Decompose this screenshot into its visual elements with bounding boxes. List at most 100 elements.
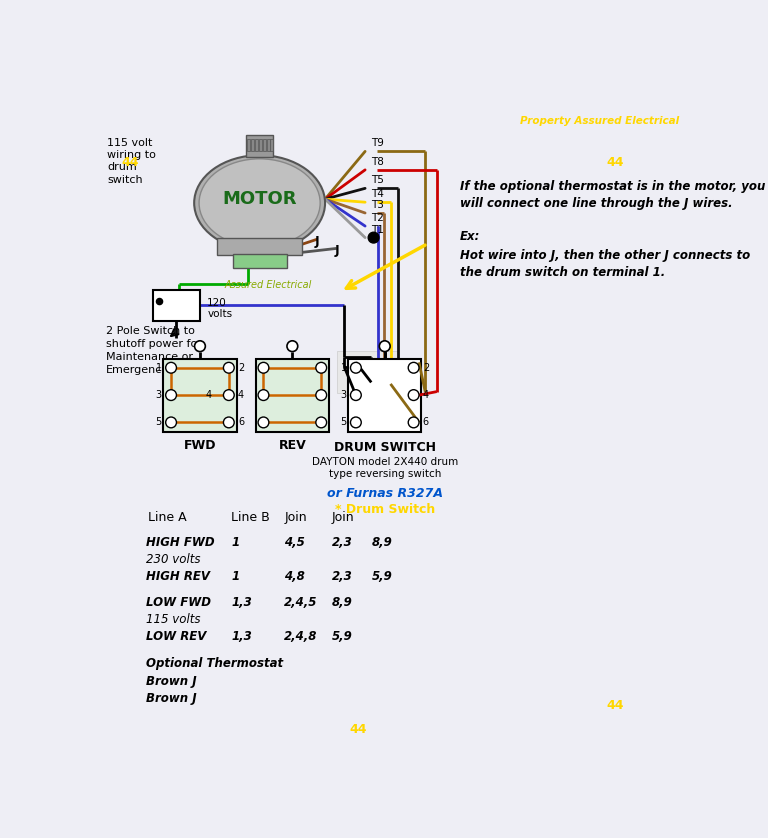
Text: 4: 4 [206,390,212,400]
Text: * Drum Switch: * Drum Switch [335,503,435,515]
Text: 230 volts: 230 volts [146,553,200,566]
Text: Property Assured Electrical: Property Assured Electrical [520,116,679,126]
Bar [251,139,254,152]
Circle shape [258,362,269,373]
Text: DRUM SWITCH: DRUM SWITCH [334,441,435,454]
Text: 2: 2 [423,363,429,373]
Text: LOW FWD: LOW FWD [146,596,210,608]
Text: DAYTON model 2X440 drum
type reversing switch: DAYTON model 2X440 drum type reversing s… [312,457,458,478]
Text: 1: 1 [156,363,162,373]
Bar [259,139,262,152]
Text: T3: T3 [371,200,384,210]
Circle shape [316,362,326,373]
Text: 2,3: 2,3 [332,571,353,583]
Text: 44: 44 [607,156,624,168]
Text: Hot wire into J, then the other J connects to
the drum switch on terminal 1.: Hot wire into J, then the other J connec… [460,249,750,279]
Text: 4: 4 [238,390,244,400]
Bar [348,359,422,432]
Circle shape [316,417,326,428]
Text: Join: Join [284,511,307,524]
Text: REV: REV [279,439,306,453]
Text: 1,3: 1,3 [231,629,252,643]
Text: 44: 44 [607,699,624,712]
Text: 115 volt
wiring to
drum
switch: 115 volt wiring to drum switch [108,137,156,184]
Circle shape [258,390,269,401]
Text: If the optional thermostat is in the motor, you
will connect one line through th: If the optional thermostat is in the mot… [460,180,765,210]
Circle shape [368,232,379,243]
Text: MOTOR: MOTOR [223,190,297,208]
Circle shape [223,390,234,401]
Text: T4: T4 [371,189,384,199]
Text: 1,3: 1,3 [231,596,252,608]
Circle shape [350,417,361,428]
Circle shape [409,417,419,428]
Text: HIGH FWD: HIGH FWD [146,536,214,550]
Text: 115 volts: 115 volts [146,613,200,626]
Circle shape [166,390,177,401]
Ellipse shape [199,159,320,247]
Text: 8,9: 8,9 [372,536,392,550]
Text: 2 Pole Switch to
shutoff power for
Maintenance or
Emergency: 2 Pole Switch to shutoff power for Maint… [106,326,201,375]
Text: 2,3: 2,3 [332,536,353,550]
Bar [255,139,258,152]
Circle shape [316,390,326,401]
Text: Optional Thermostat: Optional Thermostat [146,657,283,670]
Bar [217,238,302,255]
Text: 44: 44 [121,156,139,168]
Text: 6: 6 [423,417,429,427]
Bar [270,139,273,152]
Text: Line A: Line A [148,511,187,524]
Text: 6: 6 [238,417,244,427]
Text: Assured Electrical: Assured Electrical [225,281,313,290]
Circle shape [194,341,205,352]
Ellipse shape [194,155,325,251]
Bar [266,139,270,152]
Text: Join: Join [332,511,355,524]
Text: Brown J: Brown J [146,675,197,688]
Text: 5: 5 [340,417,346,427]
Text: 1: 1 [231,571,240,583]
Bar [246,135,273,157]
Text: 1: 1 [340,363,346,373]
Bar [263,139,266,152]
Text: FWD: FWD [184,439,217,453]
Text: J: J [334,244,339,257]
Text: T9: T9 [371,138,384,148]
Bar [164,359,237,432]
Text: 8,9: 8,9 [332,596,353,608]
Text: T1: T1 [371,225,384,235]
Text: 3: 3 [340,390,346,400]
Text: T2: T2 [371,213,384,223]
Text: T5: T5 [371,175,384,185]
Text: 44: 44 [349,723,367,736]
Bar [256,359,329,432]
Text: 5,9: 5,9 [372,571,392,583]
Circle shape [157,298,163,304]
Text: J: J [315,235,319,248]
Text: 1: 1 [231,536,240,550]
Circle shape [350,390,361,401]
Circle shape [166,362,177,373]
Text: 2,4,8: 2,4,8 [284,629,318,643]
Text: 3: 3 [156,390,162,400]
Text: LOW REV: LOW REV [146,629,206,643]
Bar [233,254,286,267]
Circle shape [223,417,234,428]
Text: 4,5: 4,5 [284,536,305,550]
Text: 120
volts: 120 volts [207,297,233,319]
Text: 2: 2 [238,363,244,373]
Circle shape [379,341,390,352]
Circle shape [166,417,177,428]
Text: 5: 5 [156,417,162,427]
Circle shape [258,417,269,428]
Text: HIGH REV: HIGH REV [146,571,210,583]
Text: Line B: Line B [231,511,270,524]
Text: Ex:: Ex: [460,230,480,243]
Text: 4,8: 4,8 [284,571,305,583]
Circle shape [223,362,234,373]
Text: 5,9: 5,9 [332,629,353,643]
Text: or Furnas R327A: or Furnas R327A [326,487,442,500]
Circle shape [350,362,361,373]
Circle shape [287,341,298,352]
Text: T8: T8 [371,157,384,167]
